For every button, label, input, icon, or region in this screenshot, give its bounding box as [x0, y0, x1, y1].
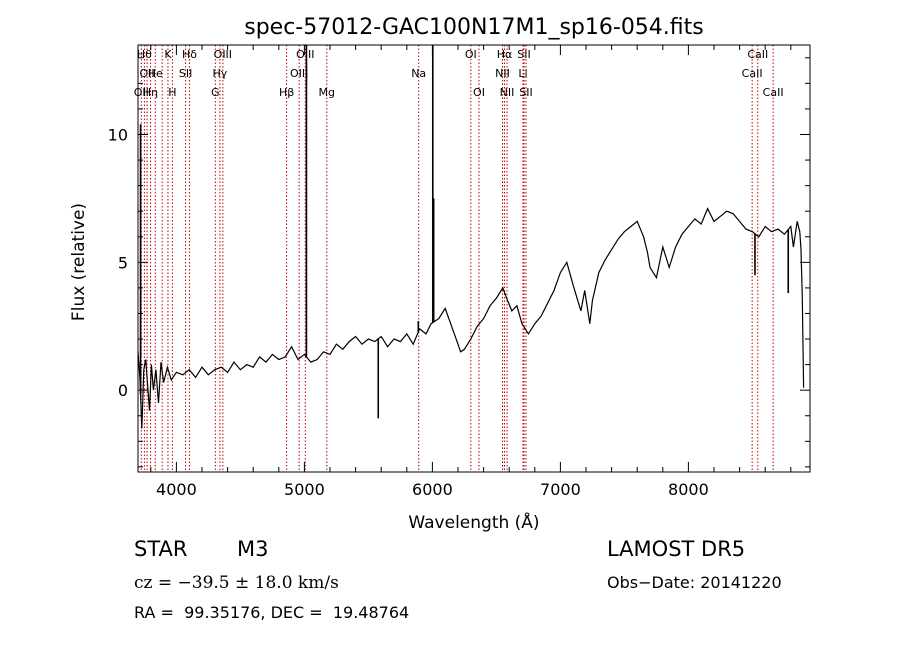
- line-label-11: Hγ: [213, 67, 228, 80]
- object-subclass: M3: [237, 537, 269, 561]
- line-label-2: OII: [140, 67, 155, 80]
- line-label-28: CaII: [763, 86, 784, 99]
- survey-name: LAMOST DR5: [607, 537, 746, 561]
- sky-coordinates: RA = 99.35176, DEC = 19.48764: [134, 603, 410, 622]
- line-label-24: SII: [517, 48, 530, 61]
- y-axis-label: Flux (relative): [69, 203, 89, 321]
- line-label-12: OIII: [214, 48, 232, 61]
- line-label-7: H: [168, 86, 176, 99]
- y-tick-label-1: 5: [118, 253, 128, 272]
- y-tick-label-0: 0: [118, 381, 128, 400]
- line-label-9: Hδ: [182, 48, 197, 61]
- line-label-21: Hα: [497, 48, 513, 61]
- line-label-10: G: [211, 86, 220, 99]
- spectral-line-labels: OIIHθOIIHηHeKHSIIHδGHγOIIIHβOIIIOIIIMgNa…: [134, 48, 784, 99]
- line-label-16: Mg: [319, 86, 335, 99]
- line-label-13: Hβ: [279, 86, 294, 99]
- line-label-20: NII: [495, 67, 510, 80]
- observation-date: Obs−Date: 20141220: [607, 573, 782, 592]
- plot-frame: [137, 44, 811, 473]
- line-label-23: Li: [518, 67, 527, 80]
- spectral-line-markers: [140, 45, 774, 472]
- line-label-3: Hη: [143, 86, 158, 99]
- axes: 4000 5000 6000 7000 8000 0 5 10: [108, 45, 810, 499]
- object-class: STAR: [134, 537, 188, 561]
- line-label-26: CaII: [742, 67, 763, 80]
- x-tick-label-4: 8000: [668, 480, 709, 499]
- line-label-27: CaII: [747, 48, 768, 61]
- line-label-14: OIII: [290, 67, 308, 80]
- line-label-1: Hθ: [137, 48, 152, 61]
- line-label-17: Na: [411, 67, 426, 80]
- line-label-15: OIII: [296, 48, 314, 61]
- line-label-18: OI: [465, 48, 477, 61]
- line-label-25: SII: [519, 86, 532, 99]
- x-tick-label-3: 7000: [540, 480, 581, 499]
- x-axis-label: Wavelength (Å): [408, 511, 539, 533]
- x-tick-label-0: 4000: [156, 480, 197, 499]
- line-label-6: K: [164, 48, 172, 61]
- redshift-value: cz = −39.5 ± 18.0 km/s: [134, 573, 339, 593]
- spectrum-series: [137, 45, 805, 429]
- x-tick-label-1: 5000: [284, 480, 325, 499]
- x-tick-label-2: 6000: [412, 480, 453, 499]
- line-label-22: NII: [500, 86, 515, 99]
- chart-title: spec-57012-GAC100N17M1_sp16-054.fits: [244, 15, 704, 40]
- spectrum-line-0: [137, 207, 805, 429]
- line-label-19: OI: [473, 86, 485, 99]
- y-tick-label-2: 10: [108, 125, 128, 144]
- line-label-4: He: [148, 67, 163, 80]
- line-label-8: SII: [179, 67, 192, 80]
